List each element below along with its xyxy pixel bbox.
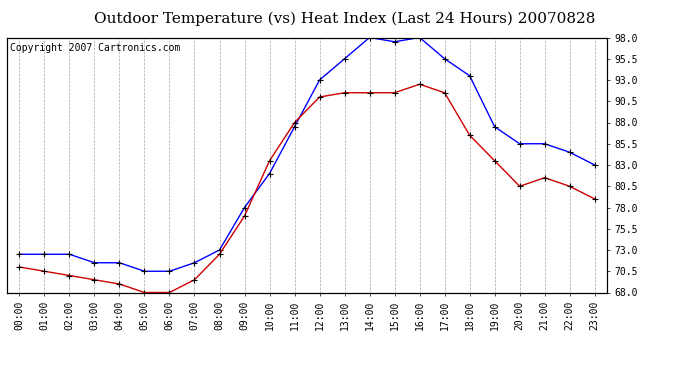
Text: Outdoor Temperature (vs) Heat Index (Last 24 Hours) 20070828: Outdoor Temperature (vs) Heat Index (Las… (95, 11, 595, 26)
Text: Copyright 2007 Cartronics.com: Copyright 2007 Cartronics.com (10, 43, 180, 52)
